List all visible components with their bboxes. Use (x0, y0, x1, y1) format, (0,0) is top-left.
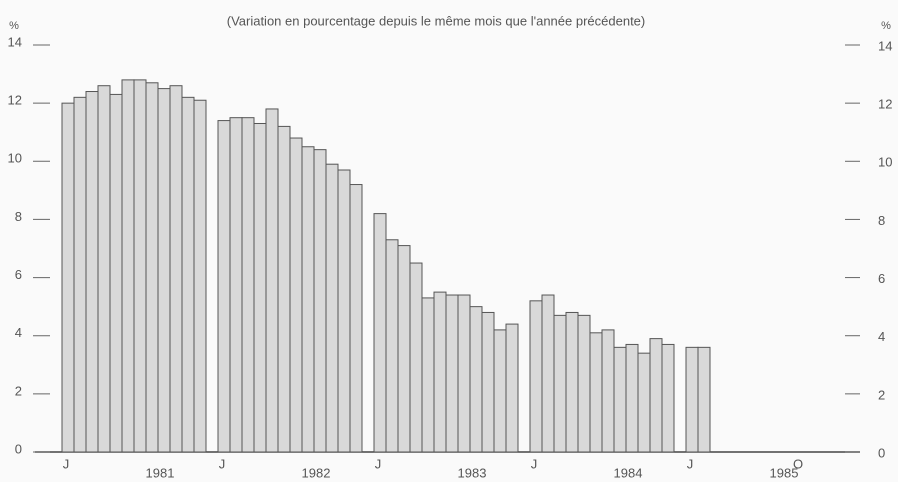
bar (661, 343, 675, 453)
bar (481, 311, 495, 453)
y-tick-label: 4 (15, 325, 22, 340)
y-tick-label: 8 (15, 209, 22, 224)
bar (349, 184, 363, 453)
y2-tick-label: 2 (878, 387, 885, 402)
bar (109, 93, 123, 453)
bar (505, 323, 519, 453)
bar (157, 88, 171, 453)
y2-tick-label: 12 (878, 97, 892, 112)
bar (313, 149, 327, 453)
y2-tick-label: 10 (878, 155, 892, 170)
bar (121, 79, 135, 453)
bar (385, 239, 399, 453)
bar (577, 314, 591, 453)
bar (445, 294, 459, 453)
bar (229, 117, 243, 453)
bar (265, 108, 279, 453)
bar (433, 291, 447, 453)
month-label: J (687, 456, 694, 471)
y-tick-label: 0 (15, 441, 22, 456)
bar (553, 314, 567, 453)
bar (301, 146, 315, 453)
bar (397, 245, 411, 453)
year-label: 1983 (458, 465, 487, 480)
month-label: J (531, 456, 538, 471)
bar (325, 163, 339, 453)
bar (373, 213, 387, 453)
bar (421, 297, 435, 453)
bar (241, 117, 255, 453)
bar (409, 262, 423, 453)
bar (289, 137, 303, 453)
bar (649, 338, 663, 453)
chart-title: (Variation en pourcentage depuis le même… (227, 13, 646, 28)
bar (613, 346, 627, 453)
bar (193, 99, 207, 453)
bar (457, 294, 471, 453)
y2-tick-label: 0 (878, 445, 885, 460)
bar (253, 122, 267, 453)
bar (565, 311, 579, 453)
year-label: 1984 (614, 465, 643, 480)
bar (337, 169, 351, 453)
bar (97, 85, 111, 453)
y2-tick-label: 6 (878, 271, 885, 286)
y-tick-label: 14 (8, 34, 22, 49)
bar (589, 332, 603, 453)
bar (541, 294, 555, 453)
year-label: 1982 (302, 465, 331, 480)
y2-tick-label: 4 (878, 329, 885, 344)
bar (277, 125, 291, 453)
year-label: 1981 (146, 465, 175, 480)
bar (469, 306, 483, 453)
bar (625, 343, 639, 453)
bar (493, 329, 507, 453)
y-tick-label: 2 (15, 383, 22, 398)
y-tick-label: 12 (8, 93, 22, 108)
y-tick-label: 6 (15, 267, 22, 282)
bar (697, 346, 711, 453)
y2-axis-label: % (881, 20, 891, 32)
bar (169, 85, 183, 453)
month-label: J (63, 456, 70, 471)
y2-tick-label: 8 (878, 213, 885, 228)
bar (637, 352, 651, 453)
bar (61, 102, 75, 453)
y-axis-label: % (9, 20, 19, 32)
bar (73, 96, 87, 453)
year-label: 1985 (770, 465, 799, 480)
bar (181, 96, 195, 453)
bar (529, 300, 543, 453)
bar (145, 82, 159, 453)
bar (85, 91, 99, 453)
y2-tick-label: 14 (878, 38, 892, 53)
month-label: J (219, 456, 226, 471)
month-label: J (375, 456, 382, 471)
bar (685, 346, 699, 453)
y-tick-label: 10 (8, 151, 22, 166)
month-label: O (793, 456, 803, 471)
bar (601, 329, 615, 453)
bar (133, 79, 147, 453)
bar (217, 120, 231, 453)
